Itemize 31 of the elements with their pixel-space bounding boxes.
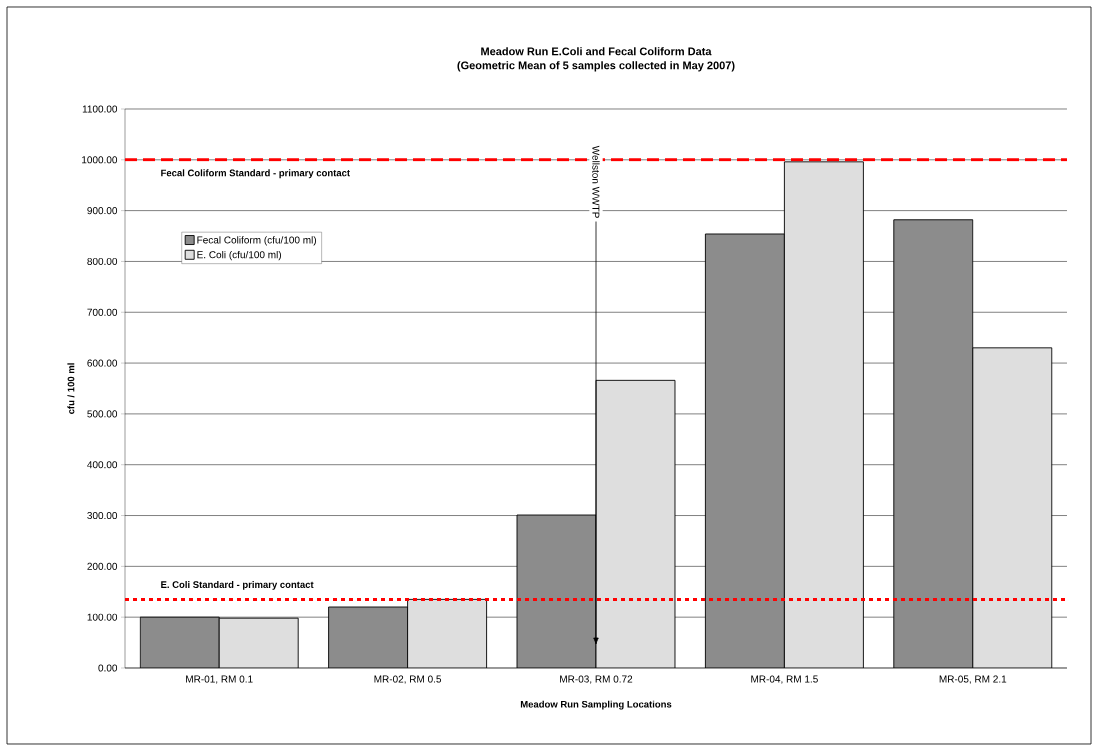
y-tick-label: 100.00 [87, 613, 118, 621]
x-tick-label: MR-05, RM 2.1 [939, 675, 1007, 684]
y-tick-label: 700.00 [87, 308, 118, 316]
y-tick-label: 0.00 [98, 664, 118, 672]
y-tick-label: 900.00 [87, 207, 118, 215]
y-tick-label: 600.00 [87, 359, 118, 367]
ref-line-label: E. Coli Standard - primary contact [161, 580, 314, 590]
y-axis-title: cfu / 100 ml [67, 363, 75, 414]
y-tick-label: 500.00 [87, 410, 118, 418]
legend-label: E. Coli (cfu/100 ml) [197, 250, 282, 261]
y-tick-label: 800.00 [87, 257, 118, 265]
bar [407, 598, 488, 668]
x-tick-label: MR-02, RM 0.5 [374, 675, 442, 684]
x-tick-label: MR-03, RM 0.72 [560, 675, 633, 684]
y-tick-label: 300.00 [87, 512, 118, 520]
annotation: Wellston WWTP [592, 145, 600, 218]
y-tick-label: 200.00 [87, 562, 118, 570]
ref-line-label: Fecal Coliform Standard - primary contact [161, 169, 350, 179]
y-tick-label: 1000.00 [82, 156, 118, 164]
x-tick-label: MR-01, RM 0.1 [186, 675, 253, 684]
x-tick-label: MR-04, RM 1.5 [751, 675, 818, 684]
x-axis-title: Meadow Run Sampling Locations [520, 700, 672, 710]
bar [595, 379, 676, 668]
bar [783, 161, 864, 668]
bar [218, 617, 299, 668]
chart-subtitle: (Geometric Mean of 5 samples collected in May 2007) [457, 61, 735, 72]
legend-label: Fecal Coliform (cfu/100 ml) [197, 236, 317, 246]
y-tick-label: 1100.00 [82, 105, 118, 113]
bar [972, 347, 1053, 668]
y-tick-label: 400.00 [87, 461, 118, 469]
chart-title: Meadow Run E.Coli and Fecal Coliform Data [481, 47, 712, 56]
